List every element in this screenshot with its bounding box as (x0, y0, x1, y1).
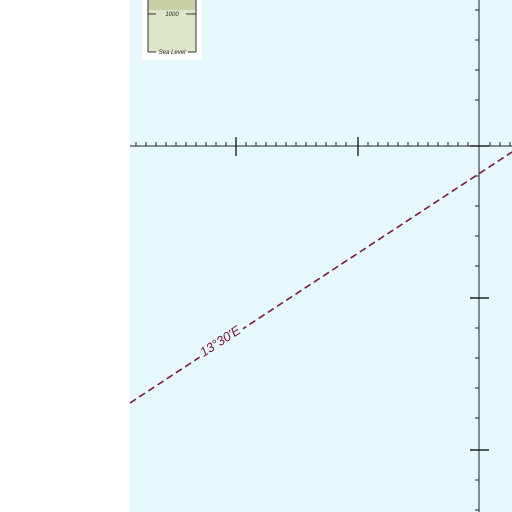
sea-area (130, 0, 512, 512)
legend-band-low (148, 10, 196, 52)
legend-elevation-label: 1000 (165, 12, 179, 18)
legend-band-high (148, 0, 196, 10)
meridian-line (129, 151, 512, 404)
legend-sea-level-label: Sea Level (159, 50, 186, 56)
horizontal-graticule (130, 137, 512, 156)
land-area (0, 0, 130, 512)
vertical-graticule (470, 0, 489, 512)
elevation-legend: 1000 Sea Level (142, 0, 202, 60)
